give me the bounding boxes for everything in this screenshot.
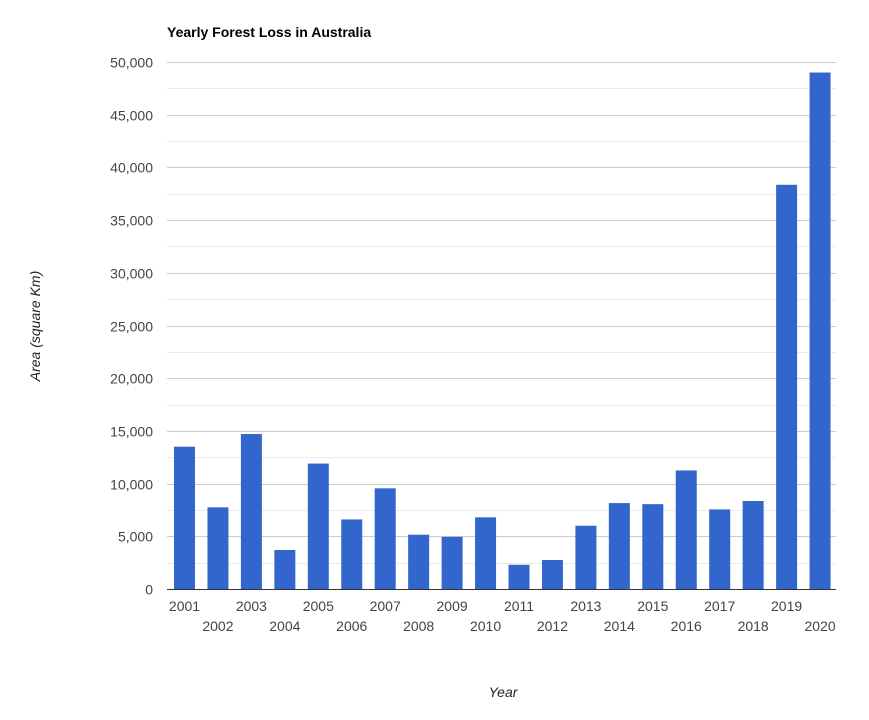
- y-tick-label: 35,000: [110, 213, 153, 229]
- y-axis-ticks: 0 5,000 10,000 15,000 20,000 25,000 30,000 35,0…: [110, 55, 153, 598]
- x-tick-label: 2019: [771, 598, 802, 614]
- bar-2017: [709, 509, 731, 589]
- y-tick-label: 50,000: [110, 55, 153, 71]
- bar-2007: [374, 488, 396, 589]
- gridlines: [167, 62, 836, 564]
- x-tick-label: 2010: [470, 618, 501, 634]
- bar-2020: [809, 72, 831, 590]
- bar-2019: [776, 184, 798, 589]
- bar-2014: [608, 503, 630, 589]
- y-axis-title: Area (square Km): [27, 271, 43, 382]
- y-tick-label: 20,000: [110, 371, 153, 387]
- y-tick-label: 25,000: [110, 319, 153, 335]
- y-tick-label: 0: [145, 582, 153, 598]
- bar-2006: [341, 519, 363, 589]
- x-tick-label: 2003: [236, 598, 267, 614]
- x-tick-label: 2012: [537, 618, 568, 634]
- bar-2016: [675, 470, 697, 589]
- bar-2013: [575, 525, 597, 589]
- x-tick-label: 2011: [504, 598, 534, 614]
- x-tick-label: 2005: [303, 598, 334, 614]
- chart-title: Yearly Forest Loss in Australia: [167, 24, 371, 40]
- x-tick-label: 2018: [738, 618, 769, 634]
- bar-2004: [274, 550, 296, 589]
- bar-2015: [642, 504, 664, 589]
- x-tick-label: 2002: [202, 618, 233, 634]
- x-tick-label: 2009: [437, 598, 468, 614]
- bar-2011: [508, 564, 530, 589]
- y-tick-label: 5,000: [118, 529, 153, 545]
- x-tick-label: 2014: [604, 618, 635, 634]
- x-tick-label: 2001: [169, 598, 200, 614]
- bars: [174, 72, 831, 590]
- y-tick-label: 10,000: [110, 477, 153, 493]
- x-tick-label: 2013: [570, 598, 601, 614]
- x-tick-label: 2008: [403, 618, 434, 634]
- x-tick-label: 2006: [336, 618, 367, 634]
- y-tick-label: 45,000: [110, 108, 153, 124]
- bar-2005: [307, 463, 329, 589]
- bar-2008: [408, 534, 430, 589]
- x-axis-title: Year: [489, 684, 519, 700]
- y-tick-label: 30,000: [110, 266, 153, 282]
- bar-2018: [742, 500, 764, 589]
- x-axis-ticks: 2001200220032004200520062007200820092010…: [169, 598, 836, 634]
- y-tick-label: 40,000: [110, 160, 153, 176]
- y-tick-label: 15,000: [110, 424, 153, 440]
- x-tick-label: 2017: [704, 598, 735, 614]
- x-tick-label: 2020: [804, 618, 835, 634]
- bar-2009: [441, 536, 463, 589]
- bar-2012: [541, 560, 563, 589]
- bar-2001: [174, 446, 195, 589]
- x-tick-label: 2015: [637, 598, 668, 614]
- bar-2002: [207, 507, 229, 589]
- bar-2003: [240, 434, 262, 589]
- bar-2010: [475, 517, 497, 589]
- x-tick-label: 2016: [671, 618, 702, 634]
- x-tick-label: 2007: [370, 598, 401, 614]
- x-tick-label: 2004: [269, 618, 300, 634]
